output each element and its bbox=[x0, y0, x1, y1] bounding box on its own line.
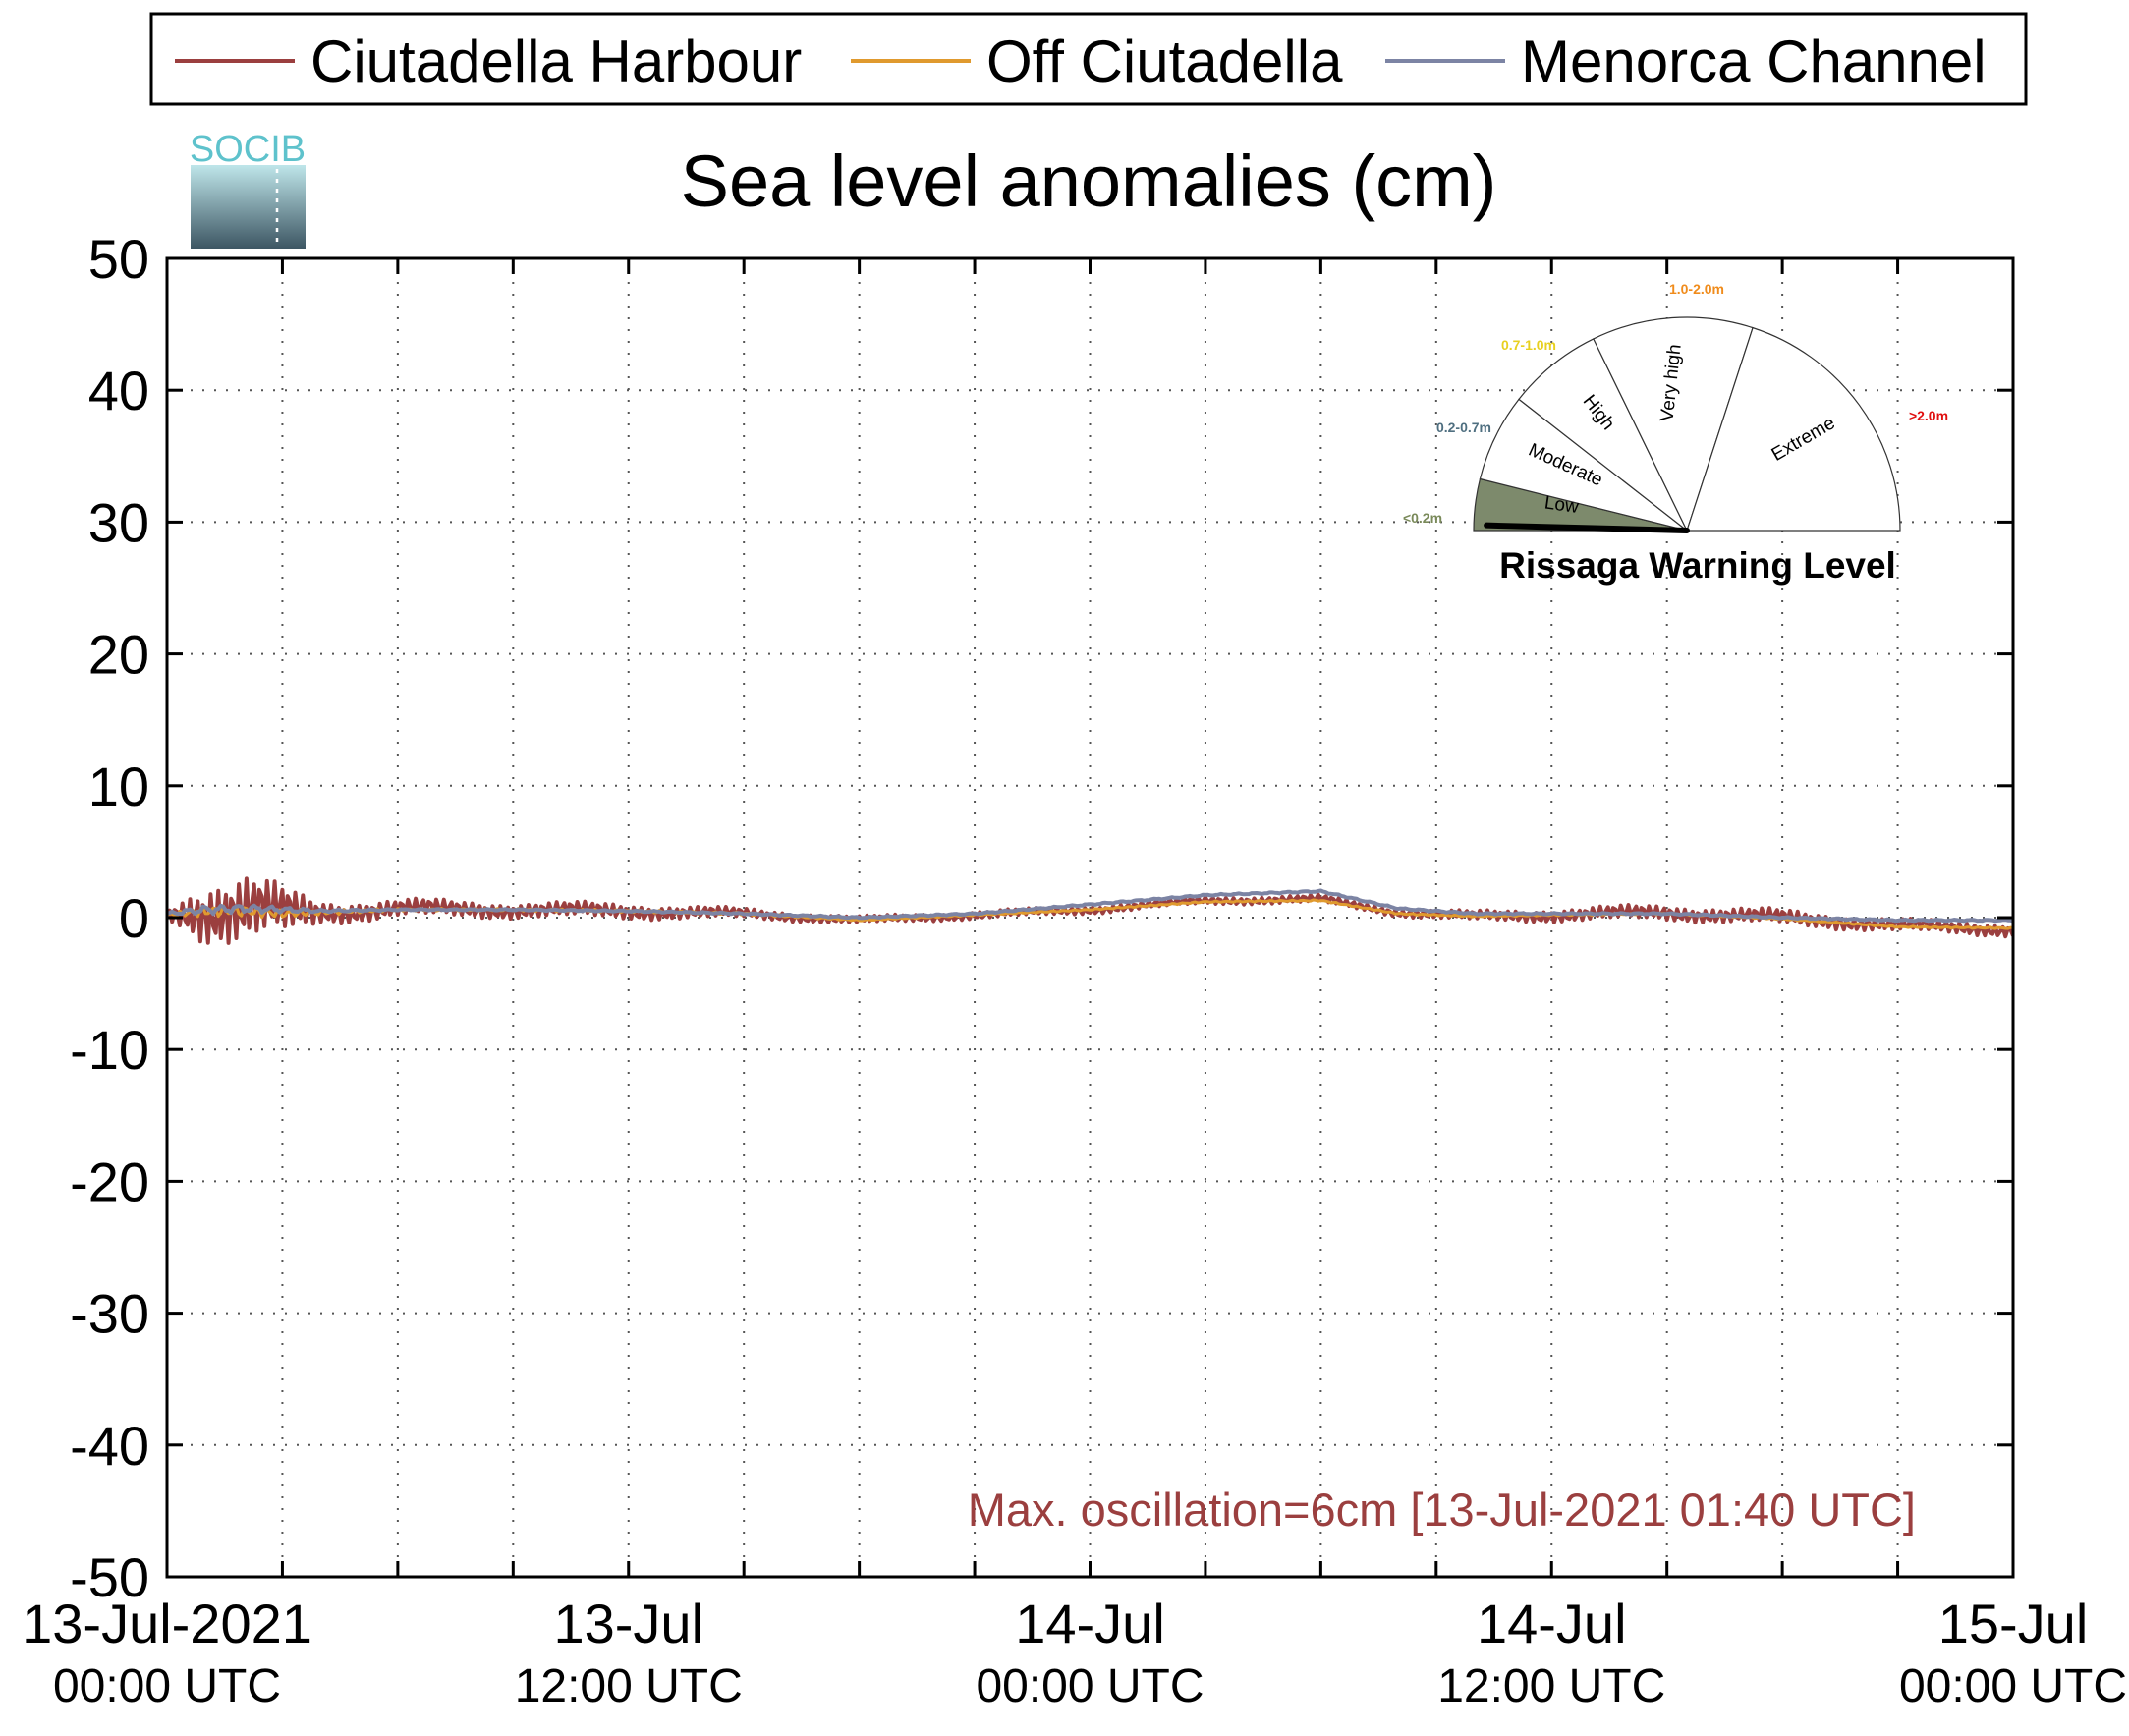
y-axis-labels: 50 40 30 20 10 0 -10 -20 -30 -40 -50 bbox=[70, 228, 149, 1608]
socib-logo: SOCIB bbox=[190, 129, 306, 249]
gauge-sector-high bbox=[1518, 338, 1688, 532]
y-tick-label: 50 bbox=[88, 228, 149, 290]
gauge-range-label: 0.7-1.0m bbox=[1501, 337, 1556, 353]
legend-label: Menorca Channel bbox=[1521, 28, 1987, 94]
gauge-title: Rissaga Warning Level bbox=[1499, 545, 1896, 586]
x-tick-date: 14-Jul bbox=[1477, 1593, 1627, 1654]
gauge-sector-very-high bbox=[1593, 316, 1754, 532]
series-layer bbox=[167, 876, 2013, 945]
plot-area: 50 40 30 20 10 0 -10 -20 -30 -40 -50 13-Jul-2021 00… bbox=[22, 228, 2127, 1712]
x-tick-time: 00:00 UTC bbox=[53, 1660, 281, 1712]
x-tick-date: 13-Jul bbox=[553, 1593, 703, 1654]
chart-title: Sea level anomalies (cm) bbox=[681, 140, 1497, 222]
gauge-range-label: 0.2-0.7m bbox=[1436, 420, 1491, 435]
x-tick-time: 00:00 UTC bbox=[1899, 1660, 2127, 1712]
x-tick-date: 14-Jul bbox=[1015, 1593, 1165, 1654]
gauge-needle bbox=[1484, 522, 1690, 533]
y-tick-label: -40 bbox=[70, 1415, 149, 1477]
x-tick-time: 00:00 UTC bbox=[976, 1660, 1204, 1712]
x-tick-time: 12:00 UTC bbox=[515, 1660, 743, 1712]
logo-gradient bbox=[191, 165, 306, 249]
logo-text: SOCIB bbox=[190, 129, 306, 170]
y-tick-label: 0 bbox=[119, 887, 149, 949]
y-tick-label: 20 bbox=[88, 624, 149, 686]
gauge-sector-extreme bbox=[1686, 326, 1901, 532]
gauge-sector-label: Low bbox=[1543, 492, 1581, 518]
x-tick-date: 15-Jul bbox=[1938, 1593, 2089, 1654]
y-tick-label: -50 bbox=[70, 1546, 149, 1608]
max-oscillation-note: Max. oscillation=6cm [13-Jul-2021 01:40 … bbox=[968, 1484, 1916, 1536]
y-tick-label: -20 bbox=[70, 1150, 149, 1212]
y-tick-label: 30 bbox=[88, 491, 149, 553]
axis-ticks bbox=[165, 256, 2015, 1579]
series-line-ciutadella-harbour bbox=[167, 876, 2013, 945]
gauge-range-label: >2.0m bbox=[1909, 408, 1948, 423]
x-axis-labels: 13-Jul-2021 00:00 UTC 13-Jul 12:00 UTC 14-Ju… bbox=[22, 1593, 2127, 1712]
y-tick-label: 10 bbox=[88, 756, 149, 817]
legend-label: Off Ciutadella bbox=[986, 28, 1343, 94]
series-line-menorca-channel bbox=[167, 888, 2013, 924]
grid bbox=[167, 258, 2013, 1577]
gauge-range-label: 1.0-2.0m bbox=[1669, 281, 1724, 297]
x-tick-date: 13-Jul-2021 bbox=[22, 1593, 312, 1654]
gauge-range-label: <0.2m bbox=[1403, 510, 1442, 526]
x-tick-time: 12:00 UTC bbox=[1437, 1660, 1665, 1712]
legend-label: Ciutadella Harbour bbox=[310, 28, 802, 94]
y-tick-label: -10 bbox=[70, 1019, 149, 1081]
legend: Ciutadella Harbour Off Ciutadella Menorca … bbox=[149, 12, 2028, 106]
y-tick-label: -30 bbox=[70, 1283, 149, 1345]
y-tick-label: 40 bbox=[88, 360, 149, 421]
legend-box bbox=[149, 12, 2028, 106]
